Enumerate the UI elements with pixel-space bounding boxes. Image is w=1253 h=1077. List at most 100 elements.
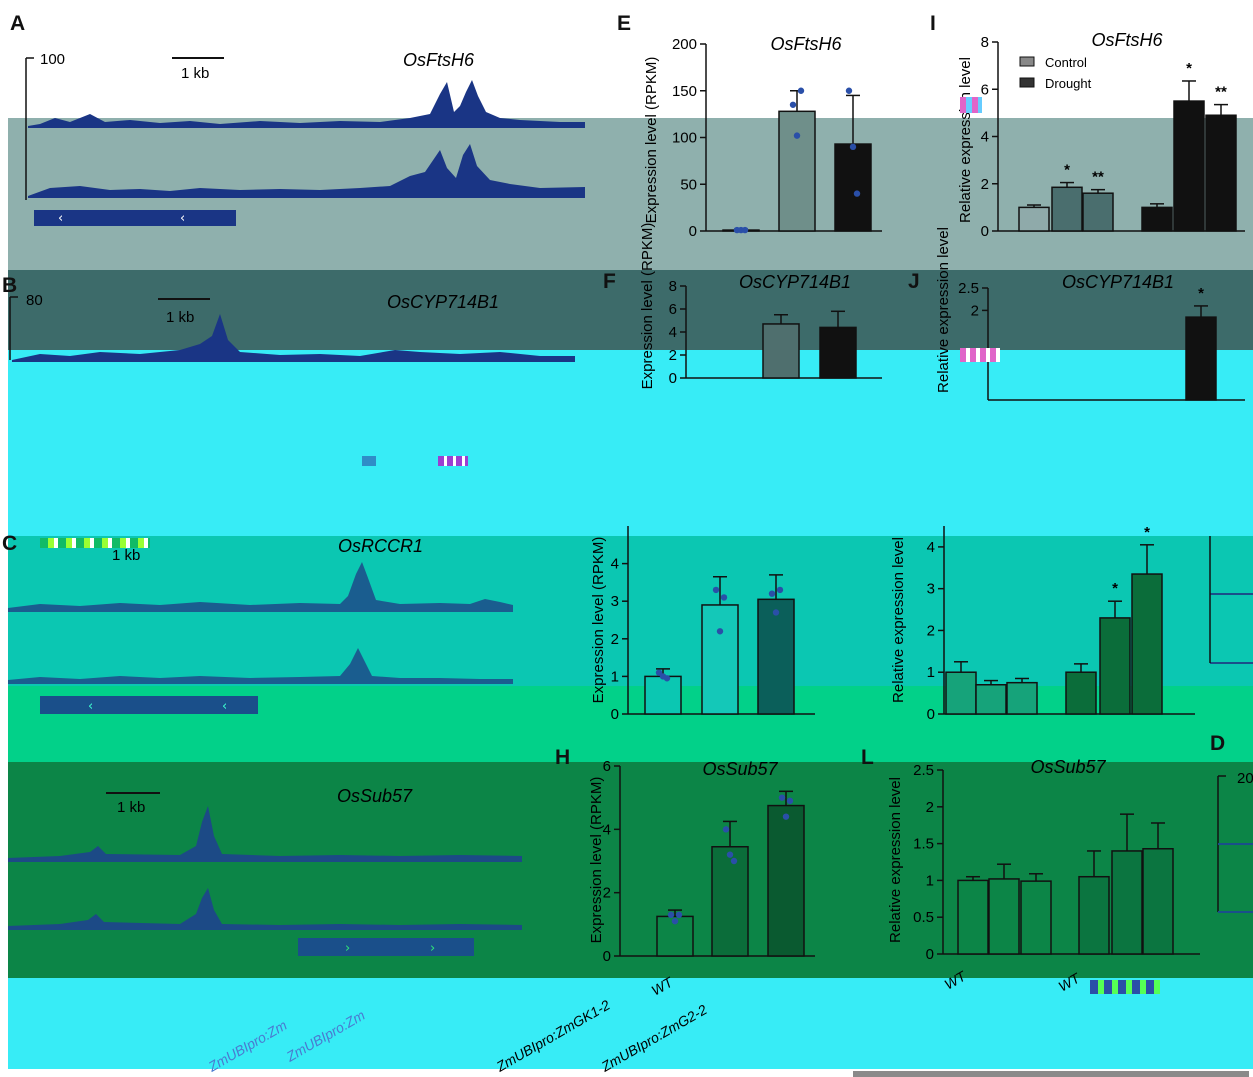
track-a-gene-title: OsFtsH6	[403, 50, 475, 70]
bar	[1018, 206, 1050, 232]
x-label-fragment: ZmUBIpro:Zm	[205, 1017, 290, 1075]
gene-model-arrow-icon: ‹	[222, 699, 227, 714]
data-point	[797, 87, 805, 94]
chart-title: OsFtsH6	[770, 34, 842, 54]
data-point	[730, 857, 738, 865]
track-a-signal-2	[28, 144, 585, 198]
y-tick-label: 3	[927, 581, 935, 598]
glitch-artifact	[1090, 980, 1160, 994]
track-b-gene-title: OsCYP714B1	[387, 292, 499, 312]
y-tick-label: 1	[927, 664, 935, 681]
chart-k: 0 1 2 3 4 Relative expression level * *	[890, 524, 1195, 723]
bar	[757, 598, 795, 715]
track-a-scale-label: 1 kb	[181, 65, 209, 82]
track-a-signal-1	[28, 80, 585, 128]
glitch-artifact	[40, 538, 150, 548]
y-tick-label: 2	[981, 176, 989, 193]
track-c-gene-title: OsRCCR1	[338, 536, 423, 556]
significance-mark: **	[1215, 84, 1227, 101]
panel-letter-f: F	[603, 270, 616, 293]
bar	[1051, 186, 1083, 232]
chart-title: OsSub57	[702, 759, 778, 779]
x-axis-labels: WT ZmUBIpro:ZmGK1-2 ZmUBIpro:ZmG2-2 WT W…	[205, 967, 1084, 1075]
significance-mark: *	[1144, 524, 1150, 541]
y-tick-label: 50	[680, 176, 697, 193]
data-point	[667, 911, 675, 919]
y-tick-label: 8	[981, 34, 989, 51]
gene-model-arrow-icon: ›	[345, 941, 350, 956]
glitch-artifact	[960, 97, 982, 113]
legend-swatch-drought	[1019, 77, 1035, 88]
track-b-signal	[12, 314, 575, 362]
bar	[819, 326, 857, 379]
y-axis-label: Expression level (RPKM)	[588, 777, 605, 944]
bar	[1082, 192, 1114, 232]
x-label-wt-l: WT	[942, 967, 970, 992]
y-tick-label: 6	[669, 301, 677, 318]
bar	[1205, 114, 1237, 232]
chart-h: 0 2 4 6 OsSub57 Expression level (RPKM)	[588, 758, 815, 965]
panel-letter-a: A	[10, 12, 25, 35]
panel-letter-d: D	[1210, 732, 1225, 755]
bar	[945, 671, 977, 715]
y-tick-label: 8	[669, 278, 677, 295]
bar	[1078, 875, 1110, 955]
track-c-gene-model	[40, 696, 258, 714]
band-glitch	[8, 350, 1253, 536]
data-point	[772, 609, 780, 616]
y-tick-label: 2	[669, 347, 677, 364]
y-tick-label: 0	[611, 706, 619, 723]
panel-d: 1 kb OsSub57 › › D 2 0	[8, 536, 1253, 956]
y-tick-label: 2.5	[913, 762, 934, 779]
y-axis-label: Expression level (RPKM)	[639, 223, 656, 390]
gene-model-arrow-icon: ›	[430, 941, 435, 956]
legend-swatch-control	[1019, 56, 1035, 67]
panel-letter-l: L	[861, 746, 874, 769]
bar	[701, 604, 739, 715]
y-tick-label: 0.5	[913, 909, 934, 926]
data-point	[789, 101, 797, 108]
y-axis-label: Relative expression level	[935, 227, 952, 393]
bar	[1141, 206, 1173, 232]
data-point	[778, 794, 786, 801]
bar	[711, 846, 749, 957]
bar	[762, 323, 800, 379]
band-bottom	[8, 978, 1253, 1069]
y-tick-label: 2	[927, 622, 935, 639]
y-tick-label: 0	[689, 223, 697, 240]
legend-label-control: Control	[1045, 55, 1087, 70]
y-tick-label: 6	[603, 758, 611, 775]
y-tick-label: 100	[672, 130, 697, 147]
gene-model-arrow-icon: ‹	[58, 211, 63, 226]
x-label-k1: ZmUBIpro:ZmGK1-2	[493, 996, 613, 1075]
y-tick-label: 4	[981, 129, 989, 146]
chart-j: 2 2.5 OsCYP714B1 Relative expression level *	[935, 227, 1245, 401]
bar	[1099, 617, 1131, 715]
significance-mark: *	[1198, 285, 1204, 302]
legend-label-drought: Drought	[1045, 76, 1092, 91]
y-tick-label: 1	[926, 872, 934, 889]
significance-mark: **	[1092, 169, 1104, 186]
y-axis-label: Relative expression level	[890, 537, 907, 703]
bar	[1065, 671, 1097, 715]
data-point	[663, 675, 671, 682]
bar	[1131, 573, 1163, 715]
panel-a: A 100 1 kb OsFtsH6 ‹ ‹	[10, 12, 585, 226]
chart-title: OsCYP714B1	[1062, 272, 1174, 292]
data-point	[845, 87, 853, 94]
bar	[957, 879, 989, 955]
track-c-scale-label: 1 kb	[112, 547, 140, 564]
y-tick-label: 6	[981, 81, 989, 98]
track-d-signal-1	[8, 806, 522, 862]
significance-mark: *	[1112, 580, 1118, 597]
chart-title: OsCYP714B1	[739, 272, 851, 292]
bar	[988, 878, 1020, 955]
y-tick-label: 4	[603, 821, 611, 838]
data-point	[793, 132, 801, 139]
legend-i: Control Drought	[1019, 55, 1092, 91]
data-point	[671, 917, 679, 925]
bar	[1142, 848, 1174, 955]
band-gray-strip	[853, 1071, 1249, 1077]
